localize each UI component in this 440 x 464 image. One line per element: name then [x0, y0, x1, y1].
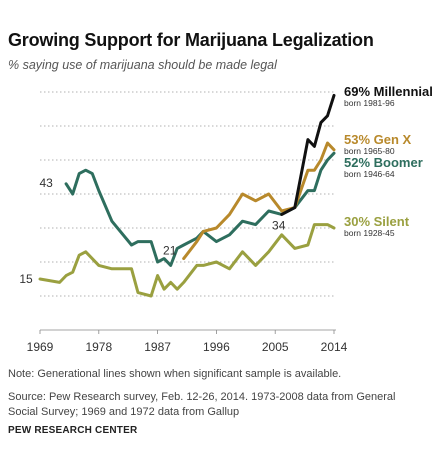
value-annotation: 34	[272, 218, 286, 232]
series-label-boomer: 52% Boomer	[344, 155, 423, 170]
x-tick-label: 2005	[262, 340, 289, 354]
x-tick-label: 2014	[321, 340, 348, 354]
value-annotation: 21	[163, 244, 177, 258]
series-line-millennial	[280, 93, 336, 216]
value-annotations: 15 43 21 34	[19, 176, 285, 286]
x-tick-label: 1978	[85, 340, 112, 354]
series-line-silent	[38, 223, 336, 298]
series-sublabel: born 1965-80	[344, 146, 395, 156]
series-sublabel: born 1981-96	[344, 98, 395, 108]
gridlines	[40, 91, 336, 297]
series-sublabel: born 1928-45	[344, 228, 395, 238]
publisher-name: PEW RESEARCH CENTER	[8, 425, 138, 436]
x-axis-ticks: 1969 1978 1987 1996 2005 2014	[27, 330, 348, 354]
x-tick-label: 1987	[144, 340, 171, 354]
source-note: Source: Pew Research survey, Feb. 12-26,…	[8, 391, 396, 418]
x-tick-label: 1969	[27, 340, 54, 354]
series-label-millennial: 69% Millennial	[344, 84, 433, 99]
series-lines	[38, 93, 336, 298]
series-label-gen-x: 53% Gen X	[344, 132, 412, 147]
value-annotation: 43	[39, 176, 53, 190]
footnote: Note: Generational lines shown when sign…	[8, 368, 342, 380]
chart-title: Growing Support for Marijuana Legalizati…	[8, 30, 374, 50]
series-line-gen-x	[182, 141, 336, 261]
series-line-boomer	[64, 151, 336, 267]
chart-subtitle: % saying use of marijuana should be made…	[8, 58, 277, 72]
x-tick-label: 1996	[203, 340, 230, 354]
value-annotation: 15	[19, 272, 33, 286]
series-sublabel: born 1946-64	[344, 169, 395, 179]
series-label-silent: 30% Silent	[344, 214, 410, 229]
